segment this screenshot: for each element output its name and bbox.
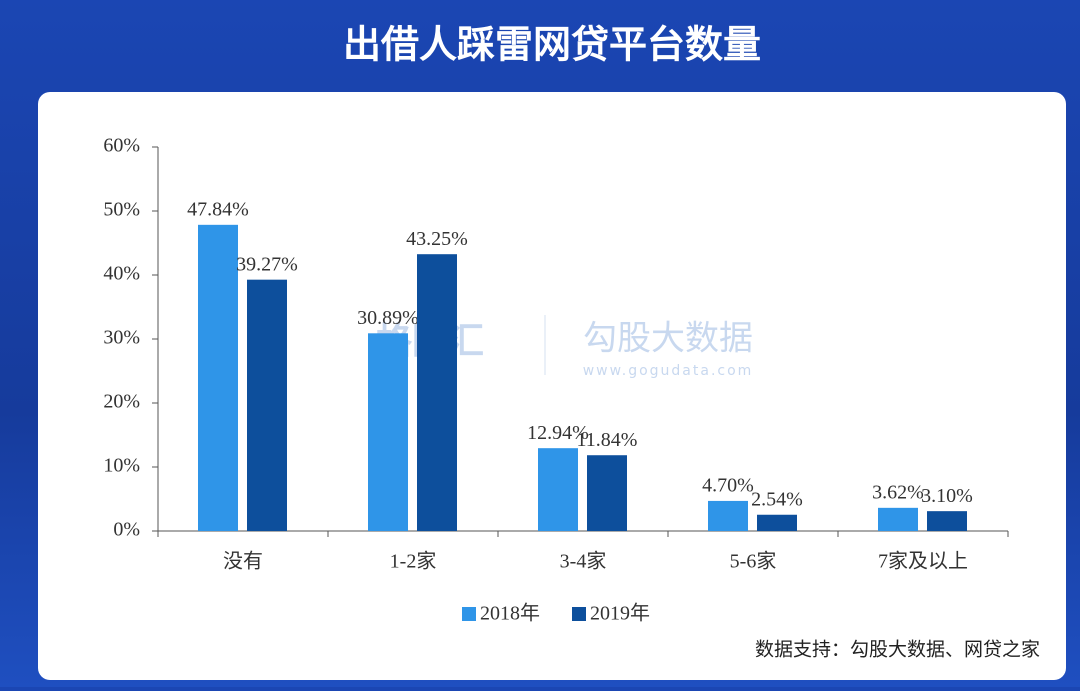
bar <box>927 511 967 531</box>
panel <box>38 92 1066 680</box>
y-tick-label: 50% <box>103 199 140 221</box>
x-tick-label: 7家及以上 <box>878 550 968 573</box>
y-tick-label: 0% <box>113 519 140 541</box>
bar <box>587 455 627 531</box>
y-tick-label: 30% <box>103 327 140 349</box>
value-label: 12.94% <box>527 422 589 444</box>
value-label: 3.62% <box>872 481 924 503</box>
x-tick-label: 5-6家 <box>730 550 777 573</box>
value-label: 4.70% <box>702 475 754 497</box>
watermark: www.gogudata.com <box>583 363 754 379</box>
bar <box>198 224 238 531</box>
legend-swatch <box>572 607 586 621</box>
bar <box>878 507 918 531</box>
y-tick-label: 60% <box>103 135 140 157</box>
value-label: 47.84% <box>187 198 249 220</box>
bar <box>417 254 457 531</box>
x-tick-label: 没有 <box>223 550 263 573</box>
watermark: 勾股大数据 <box>583 319 753 359</box>
value-label: 43.25% <box>406 228 468 250</box>
bar <box>708 500 748 531</box>
y-tick-label: 40% <box>103 263 140 285</box>
value-label: 2.54% <box>751 488 803 510</box>
legend-label: 2018年 <box>480 602 540 625</box>
value-label: 30.89% <box>357 307 419 329</box>
y-tick-label: 10% <box>103 455 140 477</box>
value-label: 39.27% <box>236 253 298 275</box>
source-note: 数据支持：勾股大数据、网贷之家 <box>755 639 1040 661</box>
bar <box>247 279 287 531</box>
y-tick-label: 20% <box>103 391 140 413</box>
bar <box>368 333 408 531</box>
value-label: 3.10% <box>921 485 973 507</box>
legend-swatch <box>462 607 476 621</box>
value-label: 11.84% <box>577 429 638 451</box>
x-tick-label: 3-4家 <box>560 550 607 573</box>
x-tick-label: 1-2家 <box>390 550 437 573</box>
bar <box>538 448 578 531</box>
chart-title: 出借人踩雷网贷平台数量 <box>343 23 761 67</box>
legend-label: 2019年 <box>590 602 650 625</box>
bar <box>757 514 797 531</box>
